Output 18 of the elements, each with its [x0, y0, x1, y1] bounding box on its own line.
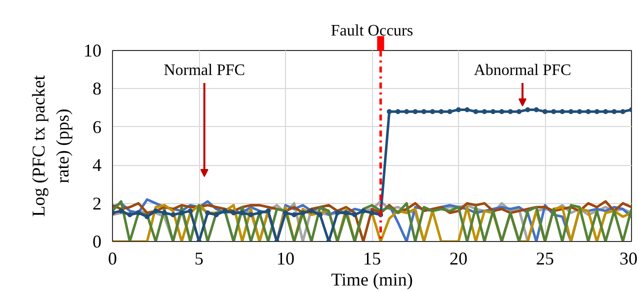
y-tick-label: 0 — [92, 232, 102, 252]
annotation: Normal PFC — [164, 62, 246, 79]
y-tick-label: 2 — [92, 193, 102, 214]
x-tick-label: 15 — [363, 248, 381, 268]
x-tick-label: 0 — [108, 248, 117, 268]
x-tick-label: 20 — [450, 248, 468, 268]
x-tick-label: 25 — [536, 248, 554, 268]
y-tick-label: 4 — [92, 155, 102, 176]
x-axis-title: Time (min) — [331, 270, 413, 290]
x-tick-label: 5 — [194, 248, 204, 268]
x-tick-label: 10 — [276, 248, 294, 268]
y-tick-label: 8 — [92, 78, 102, 99]
y-tick-label: 10 — [84, 40, 102, 60]
annotation: Abnormal PFC — [474, 62, 572, 79]
x-tick-label: 30 — [620, 248, 637, 268]
y-axis-title: Log (PFC tx packet rate) (pps) — [28, 75, 72, 217]
ref-line-label: Fault Occurs — [330, 22, 414, 40]
y-tick-label: 6 — [92, 116, 102, 137]
